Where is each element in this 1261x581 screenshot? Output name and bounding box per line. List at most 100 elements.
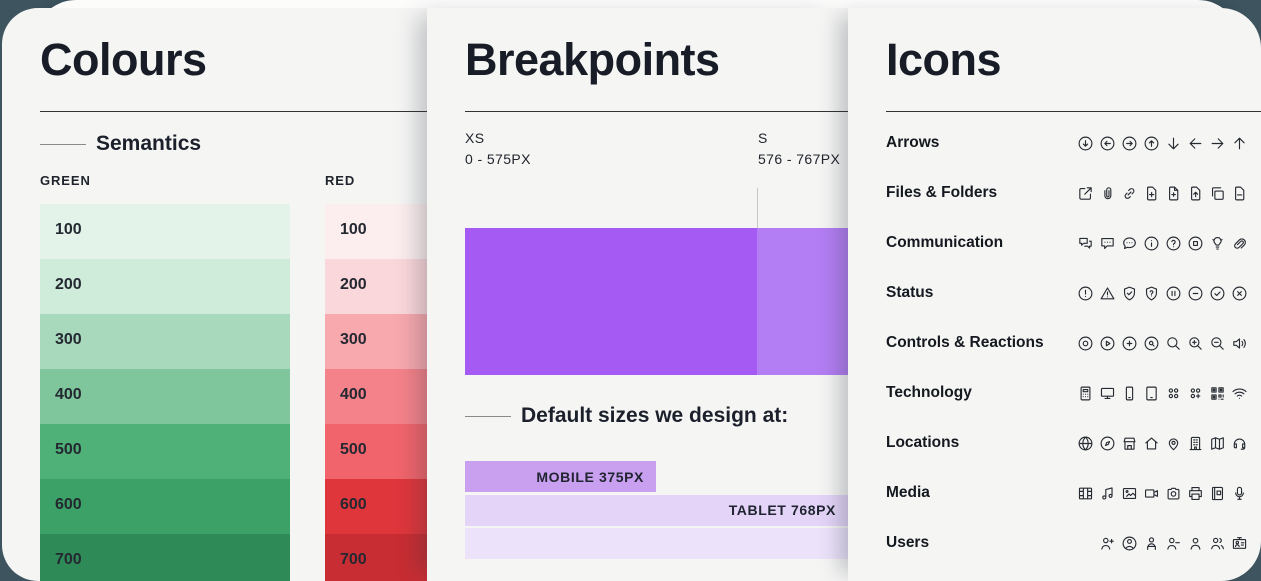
colour-swatch-green-300: 300 bbox=[40, 314, 290, 369]
arrow-down-icon bbox=[1168, 137, 1179, 149]
swatch-step-label: 400 bbox=[340, 386, 367, 403]
swatch-step-label: 300 bbox=[340, 331, 367, 348]
section-dash bbox=[465, 415, 511, 417]
colour-swatch-red-400: 400 bbox=[325, 369, 427, 424]
file-minus-icon bbox=[1235, 186, 1245, 200]
default-size-bars: MOBILE 375PX TABLET 768PX bbox=[465, 461, 848, 562]
user-podium-icon bbox=[1147, 536, 1156, 550]
colour-swatch-green-400: 400 bbox=[40, 369, 290, 424]
default-size-label: MOBILE 375PX bbox=[536, 468, 644, 485]
building-icon bbox=[1189, 436, 1202, 450]
headset-icon bbox=[1233, 438, 1246, 450]
record-circle-icon bbox=[1078, 336, 1093, 350]
red-palette: RED 100 200 300 400 500 600 700 bbox=[325, 173, 427, 581]
icon-category-label: Media bbox=[886, 484, 930, 501]
breakpoint-code: S bbox=[758, 130, 768, 146]
icon-set bbox=[1077, 185, 1248, 202]
microphone-icon bbox=[1235, 486, 1244, 500]
breakpoints-card: Breakpoints XS 0 - 575PX S 576 - 767PX Defa… bbox=[427, 8, 848, 581]
copy-icon bbox=[1211, 186, 1224, 200]
icon-set bbox=[1077, 285, 1248, 302]
breakpoints-section-label: Default sizes we design at: bbox=[521, 404, 789, 427]
user-circle-icon bbox=[1122, 536, 1137, 550]
video-camera-icon bbox=[1144, 488, 1159, 498]
icon-category-row: Controls & Reactions bbox=[886, 318, 1248, 368]
swatch-step-label: 100 bbox=[340, 221, 367, 238]
colour-swatch-red-700: 700 bbox=[325, 534, 427, 581]
arrow-right-icon bbox=[1211, 137, 1224, 149]
breakpoint-scale-bar bbox=[465, 228, 848, 375]
plus-circle-icon bbox=[1122, 336, 1137, 350]
tablet-icon bbox=[1146, 386, 1157, 400]
breakpoints-divider bbox=[465, 111, 848, 112]
icon-category-rows: Arrows Files & Folders Communication Status… bbox=[886, 118, 1248, 568]
help-circle-icon bbox=[1166, 236, 1181, 250]
colours-section-label: Semantics bbox=[96, 132, 202, 155]
icon-category-label: Status bbox=[886, 284, 934, 301]
map-pin-icon bbox=[1168, 437, 1179, 450]
user-icon bbox=[1190, 537, 1201, 550]
icon-category-label: Locations bbox=[886, 434, 960, 451]
app-grid-plus-icon bbox=[1190, 387, 1201, 398]
icon-category-label: Arrows bbox=[886, 134, 940, 151]
music-note-icon bbox=[1102, 486, 1113, 499]
section-dash bbox=[40, 143, 86, 145]
icon-set bbox=[1077, 135, 1248, 152]
colour-swatch-red-500: 500 bbox=[325, 424, 427, 479]
breakpoints-section-head: Default sizes we design at: bbox=[465, 404, 788, 428]
icons-title: Icons bbox=[886, 34, 1002, 85]
chat-bubbles-icon bbox=[1079, 237, 1092, 249]
user-plus-icon bbox=[1101, 537, 1114, 550]
icon-category-label: Users bbox=[886, 534, 930, 551]
default-size-label: TABLET 768PX bbox=[728, 502, 836, 518]
icon-category-row: Communication bbox=[886, 218, 1248, 268]
breakpoint-boundary-tick bbox=[757, 188, 758, 228]
breakpoint-label-xs: XS 0 - 575PX bbox=[465, 130, 531, 167]
icon-category-label: Technology bbox=[886, 384, 972, 401]
shop-icon bbox=[1123, 437, 1136, 450]
lightbulb-icon bbox=[1212, 236, 1223, 250]
lifebuoy-icon bbox=[1188, 236, 1203, 250]
breakpoint-range: 576 - 767PX bbox=[758, 151, 841, 167]
icon-category-row: Technology bbox=[886, 368, 1248, 418]
monitor-icon bbox=[1100, 387, 1115, 399]
icon-category-row: Files & Folders bbox=[886, 168, 1248, 218]
home-icon bbox=[1145, 437, 1158, 449]
icon-category-row: Arrows bbox=[886, 118, 1248, 168]
breakpoint-bar-segment-xs bbox=[465, 228, 757, 375]
colours-section-head: Semantics bbox=[40, 132, 201, 156]
search-icon bbox=[1167, 336, 1180, 350]
calculator-icon bbox=[1080, 386, 1091, 400]
paperclip-icon bbox=[1104, 186, 1112, 199]
shield-question-icon bbox=[1145, 286, 1158, 300]
printer-icon bbox=[1189, 486, 1202, 500]
breakpoint-label-s: S 576 - 767PX bbox=[758, 130, 840, 167]
icon-set bbox=[1077, 335, 1248, 352]
app-grid-icon bbox=[1168, 387, 1179, 398]
icon-category-row: Media bbox=[886, 468, 1248, 518]
colour-swatch-red-100: 100 bbox=[325, 204, 427, 259]
icon-set bbox=[1099, 535, 1248, 552]
colours-title: Colours bbox=[40, 34, 207, 85]
camera-icon bbox=[1167, 487, 1180, 499]
icons-divider bbox=[886, 111, 1261, 112]
swatch-step-label: 500 bbox=[340, 441, 367, 458]
phone-icon bbox=[1125, 386, 1134, 400]
shield-check-icon bbox=[1123, 286, 1136, 300]
swatch-step-label: 600 bbox=[55, 496, 82, 513]
default-size-bar-tablet: TABLET 768PX bbox=[465, 494, 848, 526]
breakpoint-range-labels: XS 0 - 575PX S 576 - 767PX bbox=[465, 130, 848, 170]
swatch-step-label: 200 bbox=[340, 276, 367, 293]
colour-swatch-green-100: 100 bbox=[40, 204, 290, 259]
wifi-icon bbox=[1232, 388, 1247, 399]
icon-category-row: Locations bbox=[886, 418, 1248, 468]
icons-card: Icons Arrows Files & Folders Communication… bbox=[848, 8, 1261, 581]
icon-category-label: Communication bbox=[886, 234, 1004, 251]
file-plus-icon bbox=[1147, 186, 1157, 200]
swatch-step-label: 400 bbox=[55, 386, 82, 403]
icon-category-label: Files & Folders bbox=[886, 184, 998, 201]
swatch-step-label: 700 bbox=[340, 551, 367, 568]
file-upload-icon bbox=[1191, 186, 1201, 200]
swatch-step-label: 300 bbox=[55, 331, 82, 348]
